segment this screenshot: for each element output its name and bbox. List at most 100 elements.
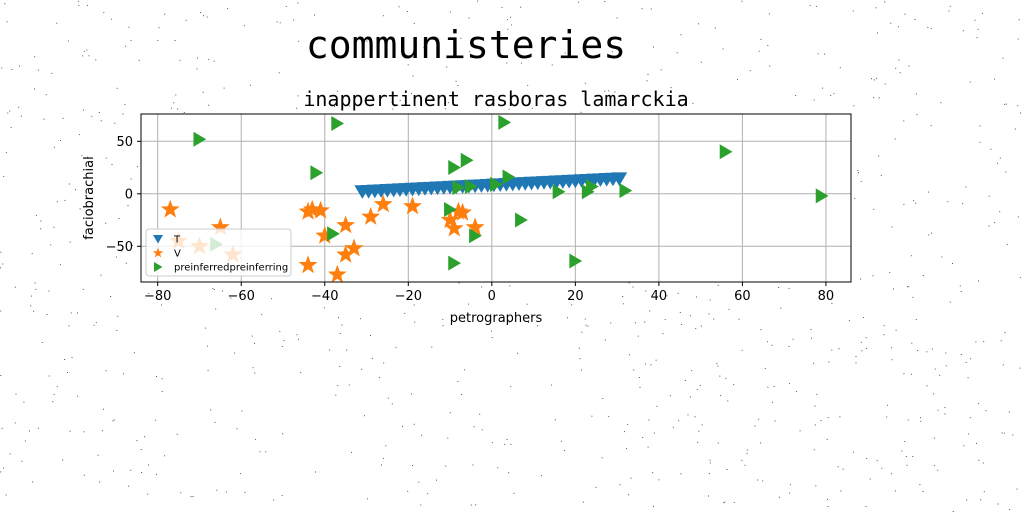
speckle-dot [940,102,942,104]
speckle-dot [824,53,825,55]
data-point-triangle-down [611,172,628,186]
speckle-dot [236,428,238,430]
speckle-dot [128,485,130,487]
speckle-dot [197,57,198,59]
speckle-dot [901,450,903,452]
data-point-triangle-right [515,212,528,228]
speckle-dot [53,393,55,395]
speckle-dot [392,108,394,110]
speckle-dot [32,481,34,483]
speckle-dot [837,466,839,468]
speckle-dot [653,432,655,434]
speckle-dot [811,337,812,339]
data-point-triangle-right [448,255,461,271]
speckle-dot [10,127,12,129]
speckle-dot [381,464,382,466]
speckle-dot [907,419,909,421]
speckle-dot [40,220,42,222]
speckle-dot [914,19,916,20]
speckle-dot [883,334,885,336]
speckle-dot [176,433,178,435]
speckle-dot [646,80,648,82]
speckle-dot [917,350,919,351]
speckle-dot [18,106,20,108]
speckle-dot [749,70,751,72]
speckle-dot [116,87,118,89]
speckle-dot [920,420,922,422]
speckle-dot [908,65,910,67]
speckle-dot [475,504,477,506]
speckle-dot [468,17,470,19]
speckle-dot [717,365,719,367]
speckle-dot [458,282,460,284]
speckle-dot [911,373,912,375]
speckle-dot [959,285,961,287]
speckle-dot [285,6,287,7]
speckle-dot [335,394,337,396]
speckle-dot [445,108,447,110]
speckle-dot [768,13,770,15]
speckle-dot [196,68,198,70]
speckle-dot [595,486,597,488]
speckle-dot [278,72,280,74]
speckle-dot [86,4,88,6]
speckle-dot [50,244,52,246]
speckle-dot [210,409,212,411]
speckle-dot [95,322,97,324]
speckle-dot [881,467,883,469]
speckle-dot [926,351,928,353]
speckle-dot [877,32,878,34]
speckle-dot [772,401,774,403]
data-point-star [465,217,485,236]
speckle-dot [131,245,133,246]
speckle-dot [860,341,862,343]
speckle-dot [259,451,261,453]
speckle-dot [254,342,255,344]
speckle-dot [579,358,581,360]
speckle-dot [1000,340,1002,342]
speckle-dot [370,335,371,337]
speckle-dot [457,381,459,382]
speckle-dot [60,140,61,141]
speckle-dot [0,471,2,473]
speckle-dot [778,287,780,288]
speckle-dot [581,369,582,371]
speckle-dot [876,77,878,79]
speckle-dot [203,15,204,17]
speckle-dot [2,263,4,265]
speckle-dot [878,155,880,157]
data-point-triangle-right [498,114,512,130]
speckle-dot [927,27,929,28]
speckle-dot [865,348,867,349]
y-axis-ticks: −50 0 50 [106,135,141,255]
speckle-dot [192,496,194,497]
speckle-dot [874,79,875,81]
speckle-dot [69,241,71,243]
speckle-dot [281,346,283,347]
speckle-dot [341,324,343,326]
speckle-dot [697,441,699,443]
speckle-dot [700,61,702,63]
speckle-dot [930,28,932,30]
speckle-dot [967,377,969,379]
speckle-dot [903,203,905,205]
speckle-dot [689,396,691,398]
speckle-dot [815,485,817,487]
speckle-dot [479,413,481,415]
speckle-dot [564,450,566,451]
speckle-dot [920,417,921,419]
speckle-dot [296,107,298,109]
speckle-dot [418,481,420,483]
speckle-dot [513,492,515,494]
speckle-dot [698,23,700,25]
data-point-triangle-right [469,228,482,244]
speckle-dot [23,401,25,403]
speckle-dot [399,100,401,102]
speckle-dot [52,401,54,403]
speckle-dot [243,25,245,27]
speckle-dot [960,354,962,355]
speckle-dot [1018,19,1020,21]
speckle-dot [336,90,338,92]
speckle-dot [762,480,764,482]
speckle-dot [463,369,465,371]
